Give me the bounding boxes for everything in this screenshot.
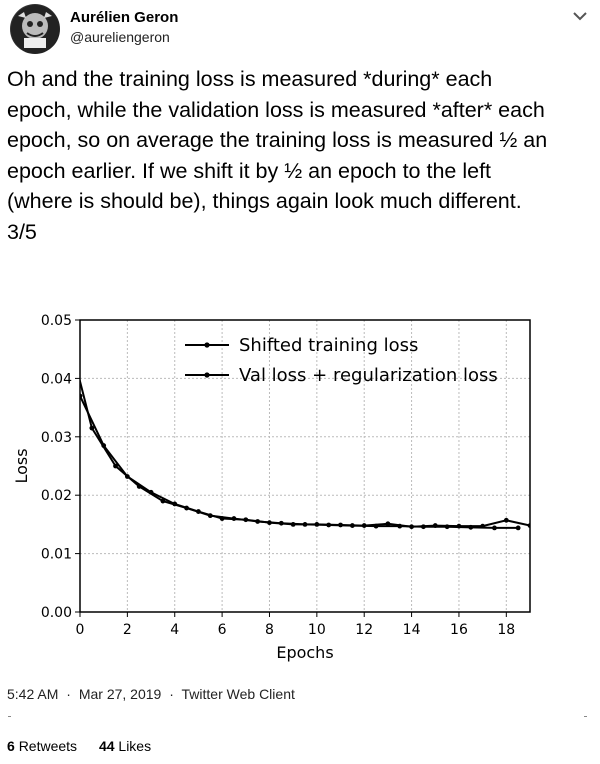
x-tick-label: 8 [265, 622, 274, 638]
tweet-time[interactable]: 5:42 AM [7, 686, 59, 702]
legend-marker [204, 342, 210, 348]
tweet-meta: 5:42 AM · Mar 27, 2019 · Twitter Web Cli… [7, 686, 299, 702]
tweet-text: Oh and the training loss is measured *du… [7, 67, 548, 244]
y-tick-label: 0.02 [41, 488, 72, 504]
tweet-stats: 6 Retweets 44 Likes [7, 738, 169, 754]
likes-stat[interactable]: 44 Likes [99, 738, 151, 754]
data-point [385, 521, 391, 527]
retweets-count: 6 [7, 738, 15, 754]
data-point [515, 525, 521, 531]
retweets-label: Retweets [18, 738, 78, 754]
y-axis-title: Loss [12, 448, 31, 483]
loss-chart: 0 2 4 6 8 10 12 14 16 18 0.00 0.01 0.02 0.03 0.04 0.05 E… [0, 300, 600, 670]
likes-count: 44 [98, 738, 115, 754]
data-point [338, 522, 343, 528]
legend-marker [204, 372, 210, 378]
data-point [172, 501, 178, 507]
y-tick-label: 0.04 [41, 371, 72, 387]
data-point [66, 332, 71, 337]
data-point [160, 498, 166, 504]
meta-separator: · [169, 686, 174, 702]
x-tick-label: 14 [403, 622, 421, 638]
x-tick-label: 18 [497, 622, 515, 638]
data-point [89, 425, 95, 431]
x-tick-label: 10 [308, 622, 326, 638]
data-point [80, 393, 83, 399]
avatar-illustration [11, 5, 59, 53]
y-tick-label: 0.01 [41, 547, 72, 563]
likes-label: Likes [118, 738, 152, 754]
retweets-stat[interactable]: 6 Retweets [7, 738, 81, 754]
series-line-2 [80, 395, 530, 528]
loss-chart-svg: 0 2 4 6 8 10 12 14 16 18 0.00 0.01 0.02 0.03 0.04 0.05 E… [12, 313, 531, 662]
data-point [196, 509, 201, 514]
data-point [101, 443, 107, 448]
data-point [314, 522, 320, 527]
data-point [527, 523, 530, 528]
data-point [361, 523, 367, 528]
data-point [492, 525, 497, 531]
data-point [113, 463, 118, 469]
data-point [480, 523, 486, 529]
tweet-client[interactable]: Twitter Web Client [181, 686, 295, 702]
y-tick-label: 0.03 [41, 430, 72, 446]
chevron-down-icon[interactable] [570, 8, 590, 24]
divider-mark [8, 716, 11, 717]
legend-label: Shifted training loss [239, 335, 418, 356]
data-point [124, 474, 130, 479]
series-line-1 [80, 377, 519, 529]
data-point [456, 523, 462, 529]
x-tick-label: 2 [123, 622, 132, 638]
x-tick-label: 4 [170, 622, 179, 638]
x-tick-label: 16 [450, 622, 468, 638]
data-point [290, 522, 296, 527]
data-point [148, 489, 154, 495]
legend-label: Val loss + regularization loss [239, 365, 498, 386]
avatar[interactable] [10, 4, 60, 54]
x-axis-title: Epochs [276, 643, 333, 662]
data-point [267, 520, 272, 526]
tweet-date[interactable]: Mar 27, 2019 [78, 686, 162, 702]
plot-frame [79, 319, 531, 613]
data-point [432, 523, 438, 528]
author-name[interactable]: Aurélien Geron [70, 9, 179, 26]
data-point [219, 516, 225, 521]
y-tick-label: 0.00 [41, 605, 72, 621]
data-point [409, 524, 414, 530]
divider-mark [584, 716, 587, 717]
y-tick-label: 0.05 [41, 313, 72, 329]
meta-separator: · [66, 686, 71, 702]
author-handle[interactable]: @aureliengeron [70, 29, 170, 45]
data-point [503, 517, 509, 523]
x-tick-label: 0 [76, 622, 85, 638]
x-tick-label: 12 [355, 622, 373, 638]
x-tick-label: 6 [218, 622, 227, 638]
data-point [243, 517, 249, 523]
